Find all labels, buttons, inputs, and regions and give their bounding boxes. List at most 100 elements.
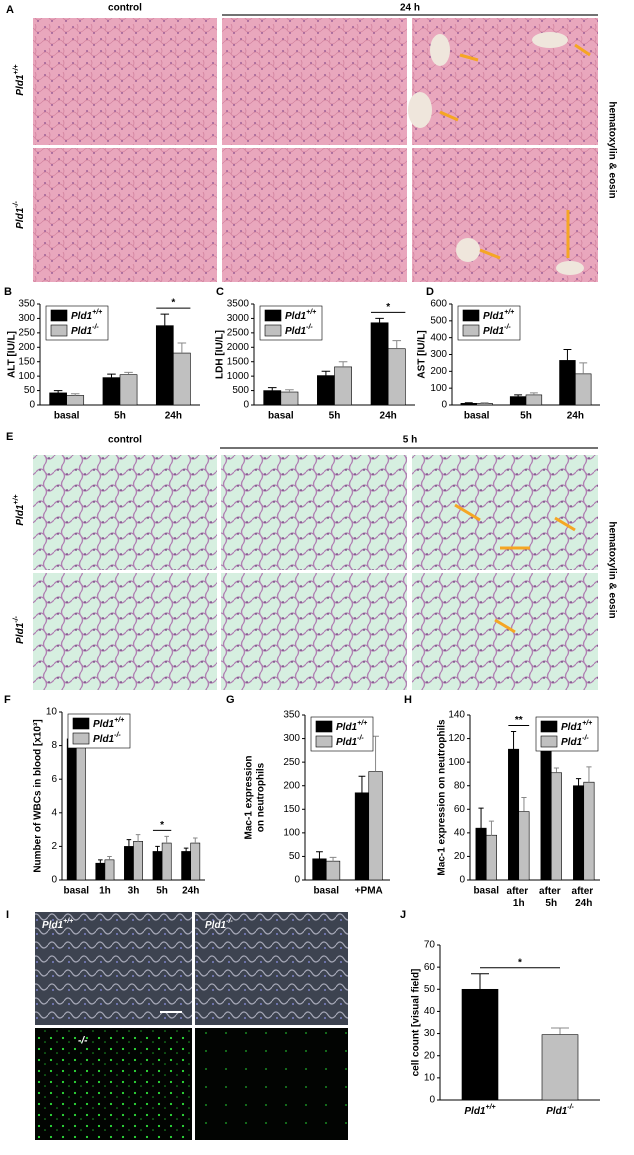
y-tick-label: 200: [430, 366, 447, 377]
y-tick-label: 600: [430, 299, 447, 310]
micrograph: [195, 912, 348, 1025]
y-axis-label: AST [IU/L]: [417, 330, 428, 378]
error-bar: [392, 340, 402, 349]
legend-swatch: [315, 735, 333, 748]
x-tick-label: 24h: [380, 411, 397, 422]
micrograph: [221, 455, 407, 570]
error-bar: [553, 767, 560, 773]
bar: [124, 846, 134, 881]
bar: [540, 745, 552, 881]
micrograph: [33, 148, 217, 282]
vessel: [556, 261, 584, 275]
y-tick-label: 40: [454, 827, 466, 838]
panel-letter: G: [226, 694, 235, 706]
y-tick-label: 2500: [227, 327, 250, 338]
bar: [102, 377, 121, 406]
micrograph: [35, 912, 192, 1025]
column-label: 5 h: [403, 435, 417, 446]
error-bar: [107, 373, 116, 378]
x-tick-label: basal: [268, 411, 294, 422]
bar: [573, 785, 585, 881]
bar: [509, 396, 527, 406]
y-tick-label: 80: [454, 780, 466, 791]
y-tick-label: 100: [283, 827, 300, 838]
arrow: [439, 43, 591, 260]
micrograph: [222, 148, 407, 282]
panel-letter: F: [4, 694, 11, 706]
bar: [66, 395, 85, 406]
vessel: [456, 238, 480, 262]
error-bar: [338, 361, 348, 367]
legend-swatch: [540, 720, 558, 733]
bar: [550, 772, 562, 881]
significance-label: *: [518, 957, 522, 968]
bar: [518, 811, 530, 881]
x-tick-label: 24h: [567, 411, 584, 422]
panel-letter: A: [6, 4, 14, 16]
x-tick-label: 1h: [99, 886, 111, 897]
error-bar: [155, 845, 160, 852]
x-tick-label: 5h: [114, 411, 126, 422]
error-bar: [160, 313, 170, 326]
y-tick-label: 50: [424, 984, 436, 995]
y-axis-label: ALT [IU/L]: [7, 331, 18, 378]
error-bar: [478, 807, 484, 829]
error-bar: [563, 348, 572, 361]
y-tick-label: 20: [454, 851, 466, 862]
stain-label: hematoxylin & eosin: [606, 101, 617, 198]
y-axis-label: on neutrophils: [256, 762, 267, 832]
legend-swatch: [72, 717, 90, 730]
column-label: control: [108, 435, 142, 446]
bar: [541, 1034, 579, 1101]
y-tick-label: 6: [51, 774, 57, 785]
error-bar: [107, 855, 112, 860]
y-tick-label: 1000: [227, 371, 250, 382]
legend-swatch: [540, 735, 558, 748]
x-tick-label: after 1h: [507, 886, 531, 909]
bar: [460, 403, 477, 406]
y-tick-label: 200: [18, 342, 35, 353]
bar: [476, 403, 493, 406]
vessel: [532, 32, 568, 48]
bar: [508, 748, 520, 881]
legend-swatch: [50, 324, 68, 337]
y-tick-label: 250: [18, 327, 35, 338]
y-tick-label: 3000: [227, 313, 250, 324]
legend-label: Pld1+/+: [336, 720, 367, 732]
y-tick-label: 0: [29, 400, 35, 411]
error-bar: [126, 839, 132, 847]
column-label: control: [108, 3, 142, 14]
micrographs: [35, 912, 348, 1140]
row-label: Pld1-/-: [13, 615, 25, 643]
y-tick-label: 300: [18, 313, 35, 324]
arrow: [454, 503, 576, 634]
y-tick-label: 20: [424, 1050, 436, 1061]
error-bar: [514, 394, 523, 397]
legend-label: Pld1-/-: [71, 324, 99, 336]
legend-label: Pld1-/-: [285, 324, 313, 336]
x-tick-label: 5h: [329, 411, 341, 422]
significance-label: **: [515, 715, 523, 726]
legend-swatch: [462, 309, 480, 322]
stain-label: hematoxylin & eosin: [606, 521, 617, 618]
y-tick-label: 300: [430, 349, 447, 360]
legend-swatch: [50, 309, 68, 322]
error-bar: [579, 362, 588, 374]
significance-label: *: [160, 820, 164, 831]
bar: [525, 394, 543, 406]
y-tick-label: 100: [18, 371, 35, 382]
error-bar: [529, 392, 538, 395]
y-tick-label: 0: [459, 875, 465, 886]
y-tick-label: 50: [24, 385, 36, 396]
y-tick-label: 0: [441, 400, 447, 411]
x-tick-label: 3h: [128, 886, 140, 897]
error-bar: [521, 797, 527, 812]
x-tick-label: 5h: [520, 411, 532, 422]
y-axis-label: Mac-1 expression: [244, 756, 255, 840]
error-bar: [510, 731, 517, 750]
x-tick-label: after 5h: [539, 886, 563, 909]
legend-label: Pld1-/-: [93, 732, 121, 744]
y-tick-label: 300: [283, 733, 300, 744]
error-bar: [586, 766, 592, 783]
